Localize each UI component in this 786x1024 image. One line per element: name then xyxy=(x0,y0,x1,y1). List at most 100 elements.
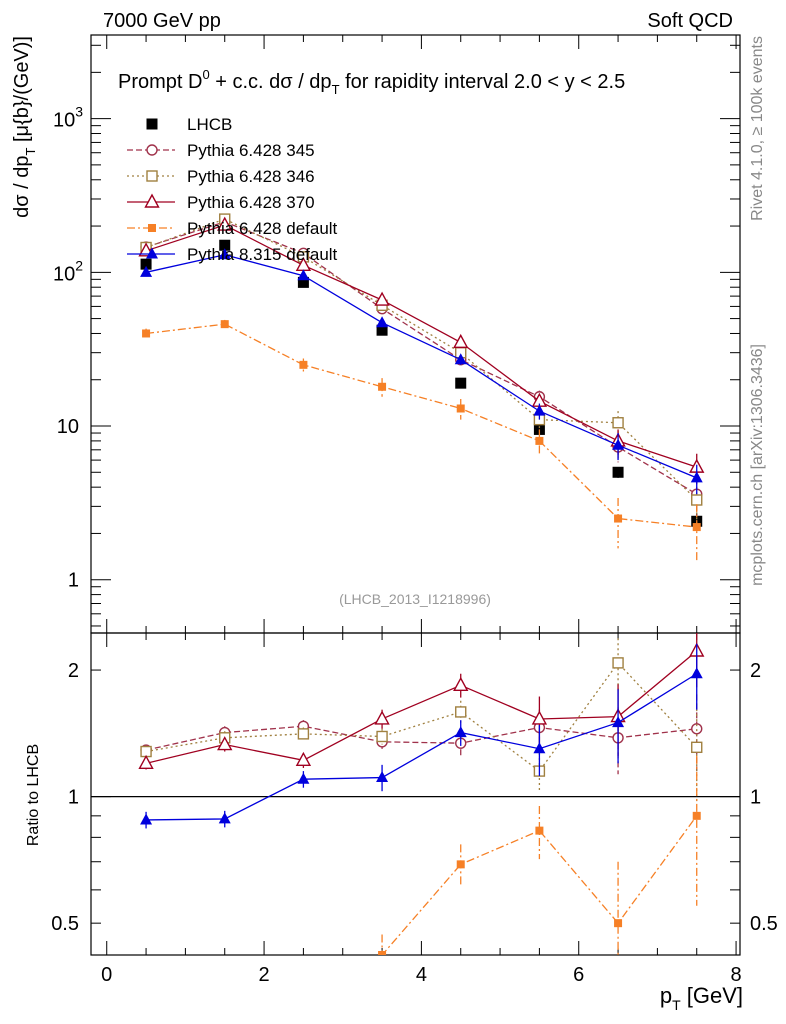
data-point xyxy=(691,741,703,754)
data-point xyxy=(690,667,703,679)
legend-marker xyxy=(146,170,158,182)
main-panel: 1 10 102 103 xyxy=(53,34,741,634)
series-line-pythia-6-428-370 xyxy=(145,650,698,764)
y-tick-label: 2 xyxy=(68,660,79,682)
data-point xyxy=(140,258,152,270)
legend-label: Pythia 6.428 346 xyxy=(187,167,315,186)
data-point xyxy=(614,919,623,928)
x-tick-label: 2 xyxy=(259,964,270,986)
data-point xyxy=(297,276,309,288)
y-tick-label: 1 xyxy=(68,570,79,592)
data-point xyxy=(218,248,231,260)
data-point xyxy=(453,333,469,349)
data-point xyxy=(454,353,467,365)
legend-item-pythia-6-428-370: Pythia 6.428 370 xyxy=(127,193,315,212)
y-tick-label-right: 1 xyxy=(750,787,761,809)
data-point xyxy=(690,471,703,483)
series-pythia-8-315-default xyxy=(140,643,703,829)
data-point xyxy=(692,811,701,820)
reference-label: (LHCB_2013_I1218996) xyxy=(339,591,491,607)
x-tick-label: 6 xyxy=(573,964,584,986)
data-point xyxy=(376,771,389,783)
data-point xyxy=(612,417,624,429)
data-point xyxy=(612,657,624,669)
main-y-axis-label: dσ / dpT [μ{b}/(GeV)] xyxy=(11,36,38,218)
data-point xyxy=(299,360,308,369)
x-tick-label: 4 xyxy=(416,964,427,986)
y-tick-label: 10 xyxy=(57,416,79,438)
data-point xyxy=(453,676,469,691)
data-point xyxy=(140,813,153,825)
series-line-pythia-8-315-default xyxy=(146,673,698,821)
y-tick-label-right: 0.5 xyxy=(750,913,778,935)
series-line-pythia-6-428-345 xyxy=(145,221,698,495)
side-text-top: Rivet 4.1.0, ≥ 100k events xyxy=(749,36,766,221)
data-point xyxy=(142,329,151,338)
series-pythia-6-428-346 xyxy=(140,638,703,805)
data-point xyxy=(612,438,625,450)
data-point xyxy=(219,239,231,251)
data-point xyxy=(376,324,388,336)
series-pythia-6-428-370 xyxy=(138,633,705,770)
series-line-pythia-6-428-default xyxy=(145,323,697,528)
legend-marker xyxy=(148,224,156,232)
data-point xyxy=(378,382,387,391)
data-point xyxy=(612,716,625,728)
data-point xyxy=(138,754,154,770)
legend-marker xyxy=(144,193,160,208)
legend-item-pythia-6-428-default: Pythia 6.428 default xyxy=(127,219,338,238)
data-point xyxy=(218,812,231,824)
main-data xyxy=(138,213,705,563)
data-point xyxy=(217,216,233,231)
header-left: 7000 GeV pp xyxy=(103,10,221,32)
data-point xyxy=(220,320,229,329)
series-pythia-6-428-default xyxy=(378,755,701,955)
legend-label: Pythia 6.428 default xyxy=(187,219,338,238)
series-line-pythia-8-315-default xyxy=(145,254,697,479)
data-point xyxy=(454,726,467,738)
data-point xyxy=(531,710,548,725)
legend-marker xyxy=(146,144,158,156)
data-point xyxy=(455,377,467,389)
data-point xyxy=(140,265,153,277)
data-point xyxy=(612,466,624,478)
ratio-y-axis-label: Ratio to LHCB xyxy=(25,744,42,846)
legend-marker xyxy=(146,118,158,130)
legend-label: Pythia 6.428 370 xyxy=(187,193,315,212)
header-right: Soft QCD xyxy=(647,10,733,32)
ratio-panel: 0 2 4 6 8 0.5 0.5 1 1 2 2 xyxy=(51,632,778,986)
series-line-pythia-6-428-370 xyxy=(145,224,697,468)
x-tick-label: 0 xyxy=(101,964,112,986)
x-tick-label: 8 xyxy=(731,964,742,986)
data-point xyxy=(614,514,623,523)
data-point xyxy=(456,404,465,413)
series-line-pythia-6-428-default xyxy=(381,815,698,955)
data-point xyxy=(378,951,387,955)
legend-item-pythia-8-315-default: Pythia 8.315 default xyxy=(127,245,338,264)
ratio-frame xyxy=(90,632,741,956)
data-point xyxy=(535,436,544,445)
data-point xyxy=(533,404,546,416)
legend-item-pythia-6-428-345: Pythia 6.428 345 xyxy=(127,141,315,160)
series-pythia-6-428-default xyxy=(142,319,701,563)
data-point xyxy=(691,494,703,506)
legend: LHCB Pythia 6.428 345 Pythia 6.428 346 Pyth… xyxy=(127,115,338,264)
y-tick-label: 103 xyxy=(53,104,83,132)
data-point xyxy=(535,826,544,835)
y-tick-label-right: 2 xyxy=(750,660,761,682)
y-tick-label: 0.5 xyxy=(51,913,79,935)
data-point xyxy=(297,728,310,740)
data-point xyxy=(217,736,233,751)
legend-item-pythia-6-428-346: Pythia 6.428 346 xyxy=(127,167,315,186)
legend-marker xyxy=(146,247,158,259)
data-point xyxy=(374,710,390,725)
data-point xyxy=(456,860,465,869)
legend-label: Pythia 8.315 default xyxy=(187,245,338,264)
legend-label: LHCB xyxy=(187,115,232,134)
legend-item-lhcb: LHCB xyxy=(146,115,232,134)
data-point xyxy=(692,523,701,532)
data-point xyxy=(376,730,388,743)
data-point xyxy=(297,772,310,784)
y-tick-label: 102 xyxy=(53,257,83,285)
